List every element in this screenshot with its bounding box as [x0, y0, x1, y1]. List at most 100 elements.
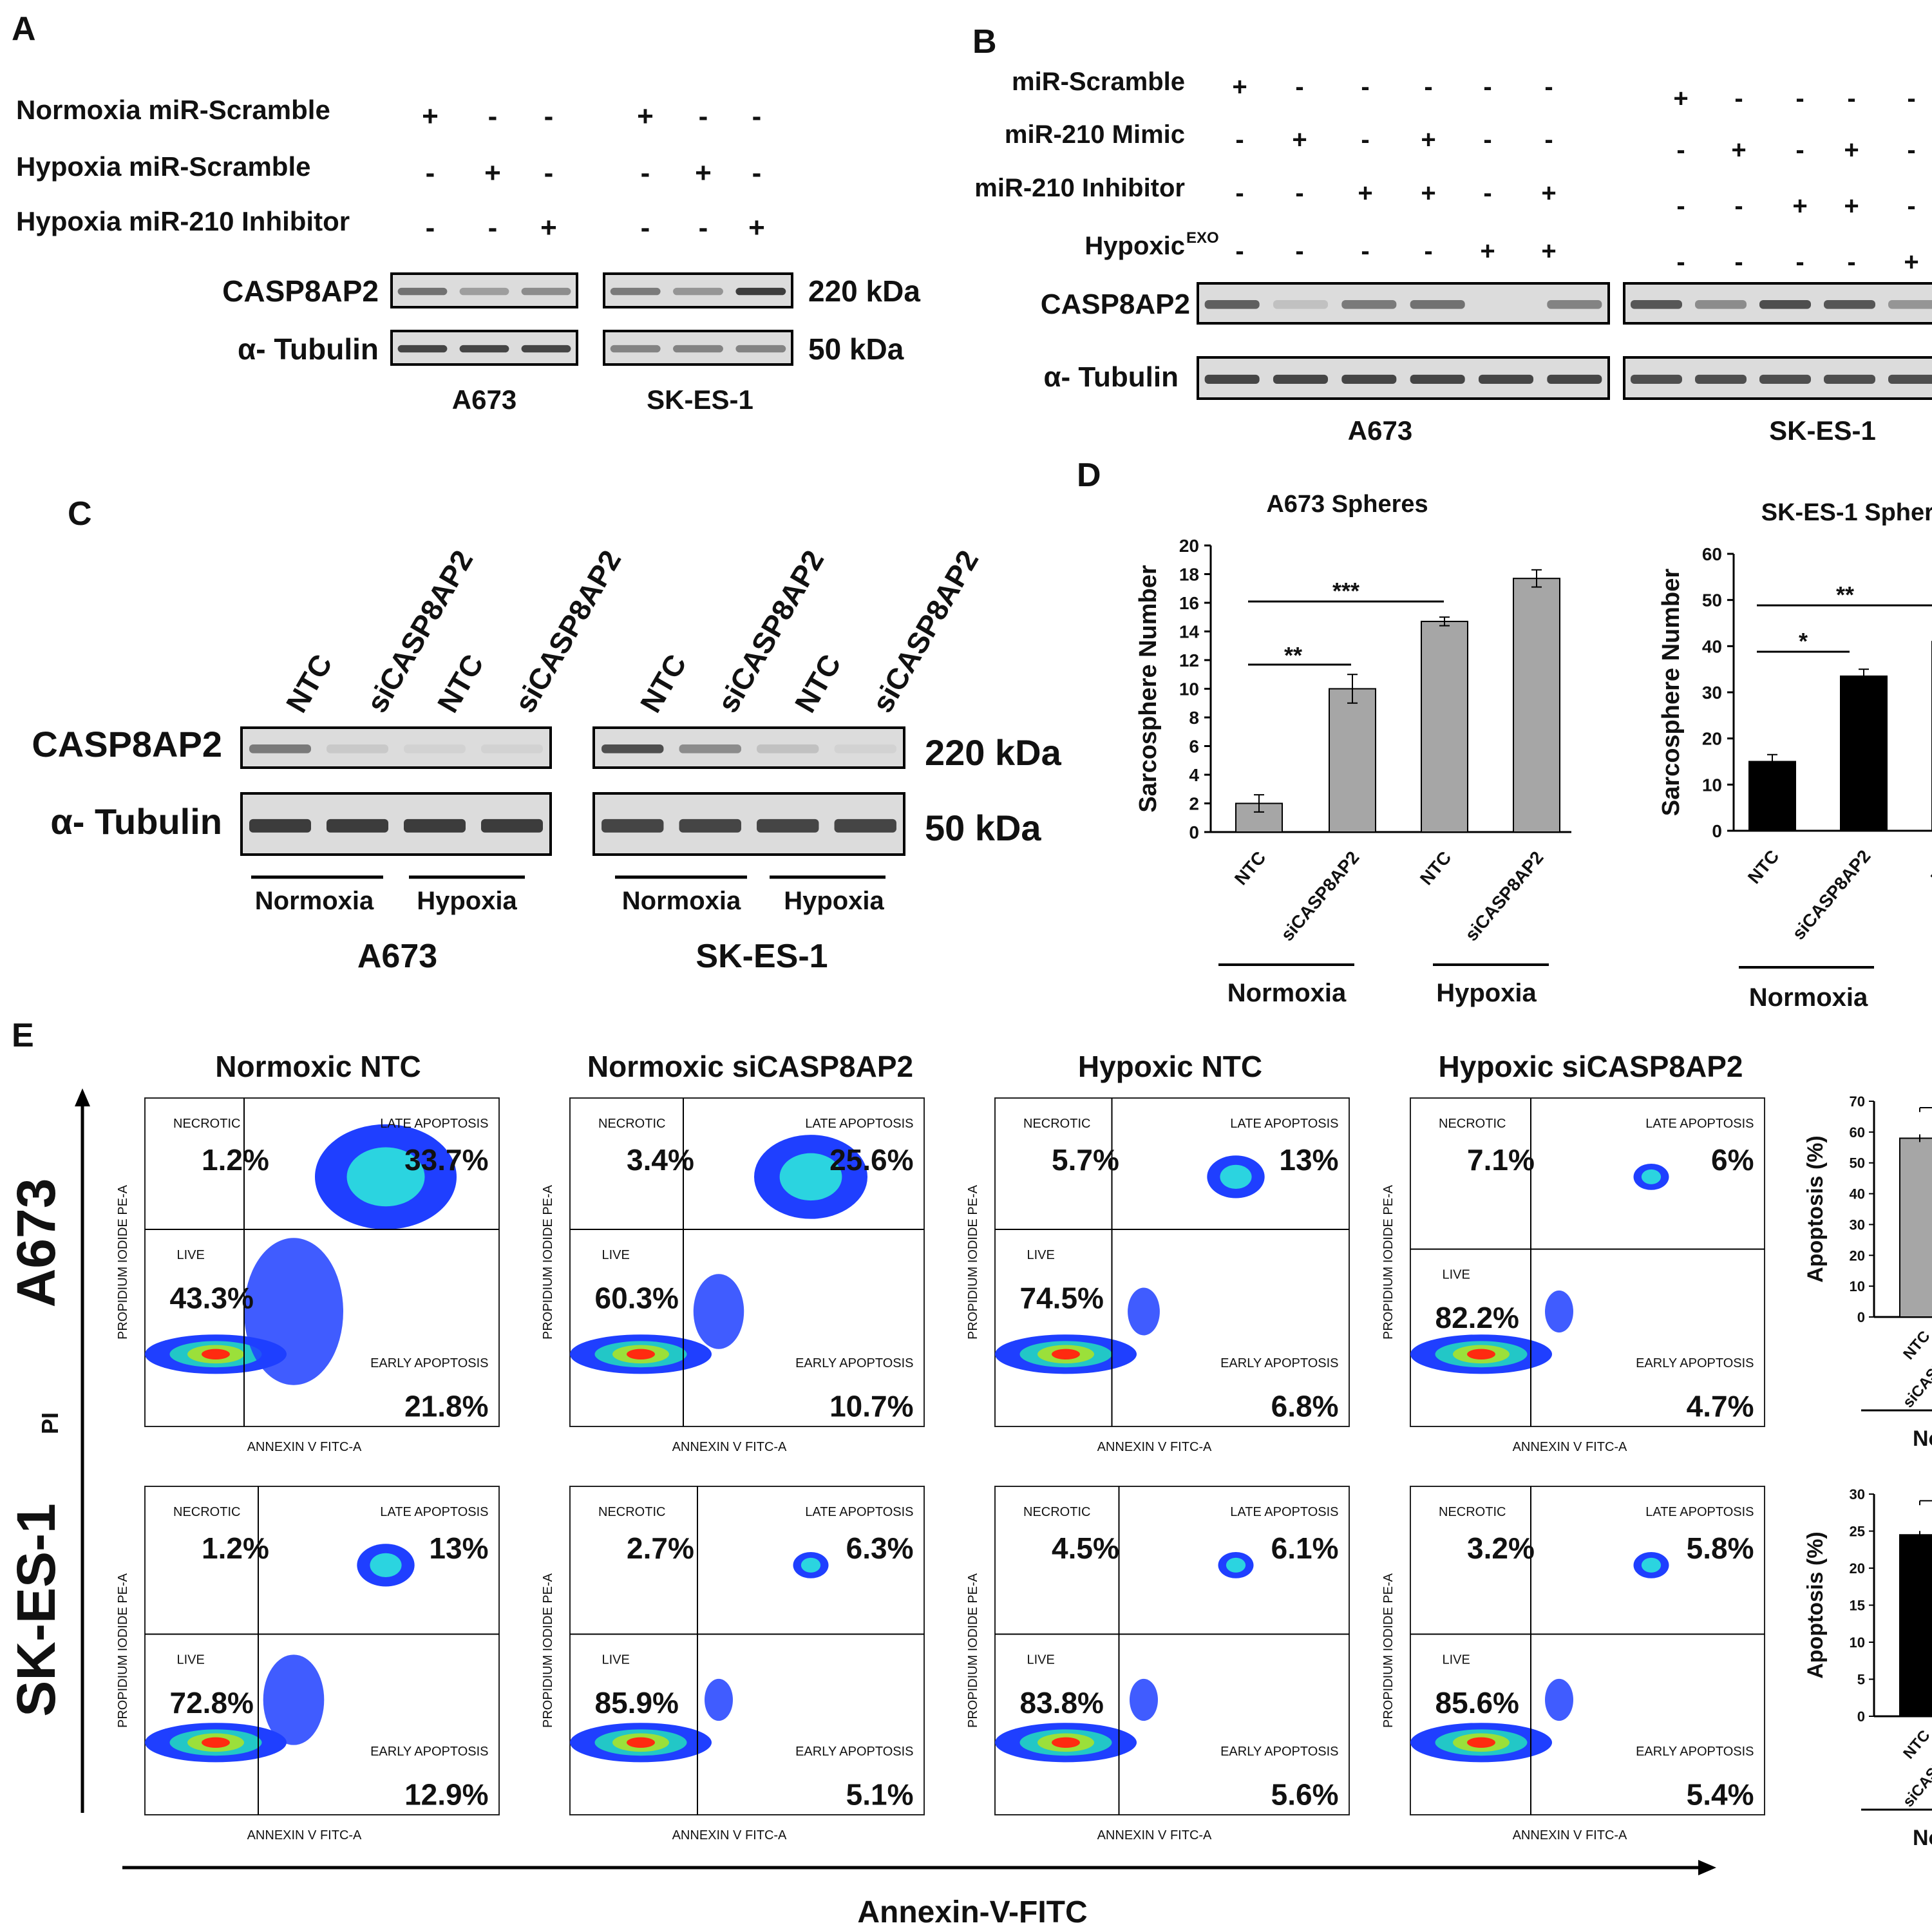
- x-tick-label: NTC: [1416, 848, 1455, 889]
- y-tick-label: 0: [1857, 1309, 1865, 1325]
- plot-x-axis: ANNEXIN V FITC-A: [1513, 1828, 1627, 1842]
- quadrant-label: EARLY APOPTOSIS: [795, 1745, 913, 1759]
- blot-band: [679, 744, 741, 753]
- plot-y-axis: PROPIDIUM IODIDE PE-A: [116, 1573, 130, 1728]
- late-apoptosis-percent: 6.3%: [846, 1531, 914, 1565]
- late-apoptosis-percent: 6.1%: [1271, 1531, 1339, 1565]
- condition-sign: +: [422, 100, 439, 132]
- condition-sign: -: [1847, 84, 1855, 113]
- condition-sign: +: [1541, 237, 1556, 265]
- live-population-peak: [202, 1349, 230, 1359]
- group-label: Hypoxia: [1436, 979, 1537, 1007]
- chart-title: A673 Spheres: [1266, 491, 1428, 518]
- blot-frame: [1197, 356, 1610, 400]
- plot-y-axis: PROPIDIUM IODIDE PE-A: [116, 1184, 130, 1340]
- x-tick-label: NTC: [1744, 846, 1783, 887]
- y-axis-label: Apoptosis (%): [1803, 1531, 1828, 1679]
- condition-sign: -: [1795, 84, 1804, 113]
- blot-band: [1824, 374, 1875, 384]
- late-population-core: [370, 1553, 402, 1578]
- condition-sign: -: [1483, 179, 1492, 207]
- x-tick-label: NTC: [1900, 1328, 1932, 1363]
- protein-label: α- Tubulin: [238, 332, 379, 366]
- x-tick-label: siCASP8AP2: [1277, 848, 1363, 945]
- blot-band: [1695, 300, 1747, 309]
- plot-x-axis: ANNEXIN V FITC-A: [247, 1828, 362, 1842]
- condition-sign: -: [641, 212, 650, 243]
- y-tick-label: 6: [1189, 737, 1199, 757]
- blot-c-skes1-casp: [592, 726, 905, 769]
- lane-label: NTC: [279, 649, 339, 718]
- live-population-peak: [627, 1349, 655, 1359]
- group-label: Normoxia: [1913, 1826, 1932, 1850]
- blot-band: [610, 345, 661, 353]
- live-percent: 72.8%: [170, 1686, 254, 1719]
- sphere-chart-1: SK-ES-1 Spheres 0 10 20 30 40 50 60 Sarcosphere …: [1658, 499, 1932, 943]
- late-population-core: [800, 1557, 821, 1573]
- blot-band: [679, 819, 741, 833]
- y-tick-label: 14: [1179, 622, 1200, 642]
- blot-band: [834, 744, 896, 753]
- bar: [1899, 1534, 1932, 1717]
- blot-band: [735, 345, 786, 353]
- quadrant-label: LIVE: [1443, 1268, 1470, 1282]
- plot-x-axis: ANNEXIN V FITC-A: [1513, 1440, 1627, 1454]
- panel-letter-e: E: [12, 1017, 34, 1054]
- bar: [1329, 688, 1376, 833]
- necrotic-percent: 4.5%: [1052, 1531, 1119, 1565]
- cell-line-label: A673: [357, 938, 437, 975]
- y-axis-label: Sarcosphere Number: [1135, 565, 1162, 813]
- panel-letter-b: B: [972, 23, 997, 61]
- quadrant-label: LATE APOPTOSIS: [1645, 1117, 1754, 1131]
- x-tick-label: NTC: [1231, 848, 1270, 889]
- late-population-core: [1220, 1164, 1252, 1189]
- condition-sign: +: [1904, 248, 1918, 276]
- panel-letter-d: D: [1077, 457, 1101, 494]
- quadrant-label: EARLY APOPTOSIS: [1220, 1745, 1338, 1759]
- blot-band: [1273, 374, 1329, 384]
- blot-band: [673, 345, 723, 353]
- panel-letter-c: C: [68, 495, 92, 533]
- y-tick-label: 60: [1702, 544, 1722, 564]
- blot-band: [1759, 374, 1811, 384]
- y-tick-label: 5: [1857, 1672, 1865, 1688]
- condition-sign: -: [1424, 237, 1432, 265]
- lane-label: siCASP8AP2: [866, 544, 985, 718]
- y-tick-label: 25: [1850, 1524, 1865, 1540]
- quadrant-label: EARLY APOPTOSIS: [370, 1745, 488, 1759]
- condition-sign: -: [1544, 126, 1553, 154]
- y-axis-label: Apoptosis (%): [1803, 1135, 1828, 1283]
- plot-y-axis: PROPIDIUM IODIDE PE-A: [1381, 1573, 1396, 1728]
- condition-sign: -: [1361, 237, 1369, 265]
- blot-band: [757, 744, 819, 753]
- late-apoptosis-percent: 13%: [429, 1531, 488, 1565]
- blot-band: [397, 345, 448, 353]
- axis-title: Annexin-V-FITC: [857, 1895, 1087, 1929]
- plot-x-axis: ANNEXIN V FITC-A: [672, 1828, 787, 1842]
- quadrant-label: EARLY APOPTOSIS: [795, 1356, 913, 1370]
- condition-sign: -: [641, 157, 650, 189]
- early-population: [244, 1238, 343, 1385]
- x-tick-label: NTC: [1900, 1727, 1932, 1763]
- blot-band: [610, 287, 661, 296]
- bar: [1840, 675, 1888, 831]
- x-tick-label: siCASP8AP2: [1788, 846, 1875, 943]
- blot-band: [1547, 300, 1602, 309]
- early-population: [1545, 1678, 1573, 1721]
- condition-sign: -: [1795, 248, 1804, 276]
- plot-x-axis: ANNEXIN V FITC-A: [247, 1440, 362, 1454]
- flow-plot: NECROTIC LATE APOPTOSIS LIVE EARLY APOPTOSI…: [966, 1097, 1350, 1454]
- live-percent: 74.5%: [1020, 1281, 1104, 1314]
- y-tick-label: 0: [1857, 1709, 1865, 1725]
- y-tick-label: 0: [1712, 821, 1722, 841]
- necrotic-percent: 5.7%: [1052, 1143, 1119, 1177]
- flow-plot: NECROTIC LATE APOPTOSIS LIVE EARLY APOPTOSI…: [1381, 1486, 1765, 1842]
- quadrant-label: EARLY APOPTOSIS: [1636, 1745, 1754, 1759]
- blot-band: [1273, 300, 1329, 309]
- live-population-peak: [202, 1737, 230, 1748]
- blot-band: [1547, 374, 1602, 384]
- plot-x-axis: ANNEXIN V FITC-A: [1097, 1828, 1212, 1842]
- live-percent: 85.6%: [1435, 1686, 1519, 1719]
- condition-sign: -: [1847, 248, 1855, 276]
